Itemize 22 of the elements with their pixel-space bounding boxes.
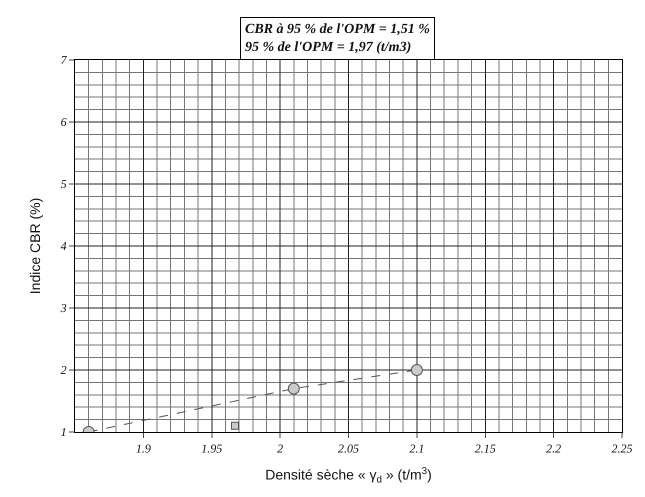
- x-tick-label: 2.25: [612, 441, 632, 456]
- x-tick-label: 2.05: [338, 441, 359, 456]
- y-axis-title: Indice CBR (%): [27, 198, 44, 294]
- y-tick-label: 4: [60, 239, 67, 254]
- y-tick-label: 3: [60, 301, 67, 316]
- text: 95 % de l'OPM = 1,97 (t/m3): [245, 40, 412, 56]
- y-tick-label: 5: [60, 177, 67, 192]
- y-tick-label: 6: [60, 115, 67, 130]
- x-tick-label: 2.15: [474, 441, 496, 456]
- point: [410, 364, 423, 376]
- text: CBR à 95 % de l'OPM = 1,51 %: [245, 22, 430, 37]
- y-tick-label: 7: [60, 53, 68, 68]
- x-axis-title: Densité sèche « γ$_{d}$ » (t/m$^{3}$): [265, 466, 432, 486]
- y-tick-label: 1: [60, 425, 67, 440]
- x-tick-label: 2.2: [546, 441, 562, 456]
- x-tick-label: 1.95: [201, 441, 222, 456]
- x-tick-label: 1.9: [136, 441, 151, 456]
- point: [288, 382, 300, 395]
- y-tick-label: 2: [60, 363, 67, 378]
- point: [231, 422, 239, 430]
- x-tick-label: 2.1: [409, 441, 424, 456]
- x-tick-label: 2: [277, 441, 284, 456]
